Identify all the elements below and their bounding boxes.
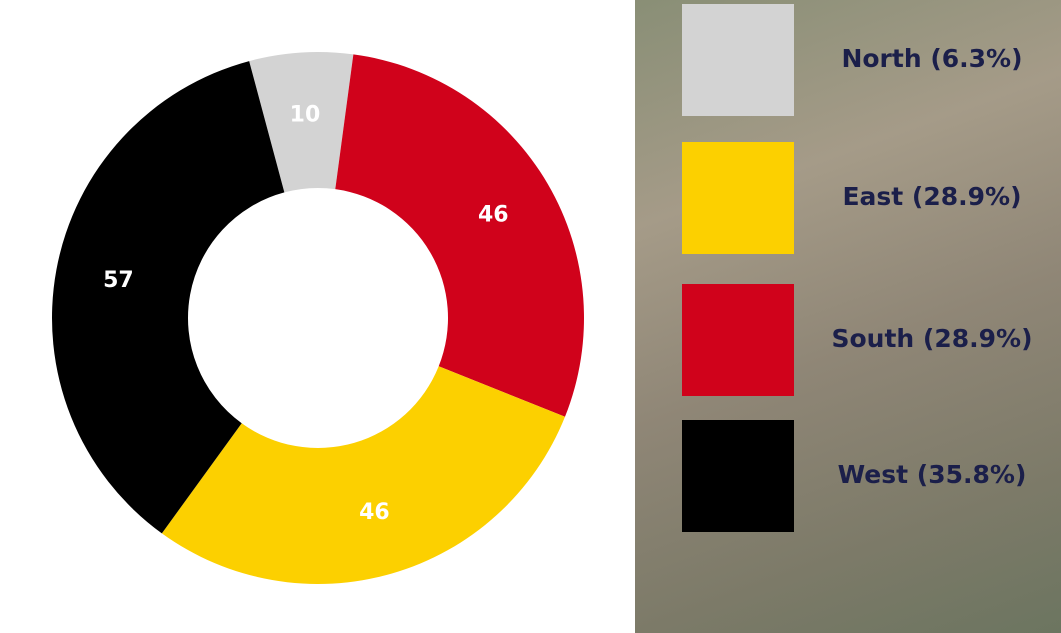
- donut-slice: [51, 61, 285, 534]
- donut-slice: [249, 52, 354, 193]
- legend-swatch: [682, 142, 794, 254]
- legend-swatch: [682, 284, 794, 396]
- donut-slice: [335, 54, 584, 417]
- donut-slice: [161, 366, 565, 584]
- legend-label: East (28.9%): [842, 182, 1021, 211]
- legend-swatch: [682, 4, 794, 116]
- slice-label: 46: [359, 500, 390, 525]
- legend-label: West (35.8%): [838, 460, 1027, 489]
- slice-label: 57: [103, 268, 134, 293]
- slice-label: 46: [478, 203, 509, 228]
- legend-label: North (6.3%): [841, 44, 1022, 73]
- slice-label: 10: [290, 102, 321, 127]
- legend-label: South (28.9%): [831, 324, 1032, 353]
- legend-swatch: [682, 420, 794, 532]
